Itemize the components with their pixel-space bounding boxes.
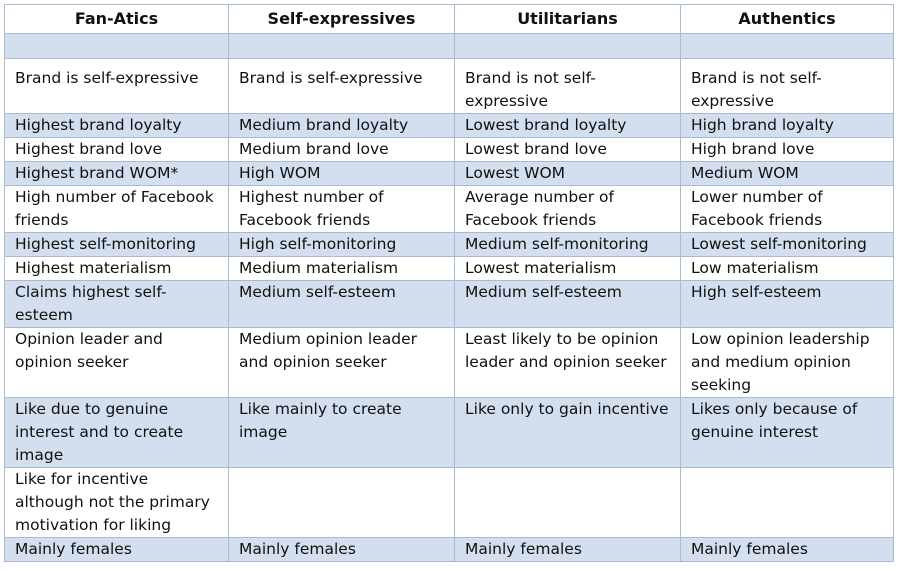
table-cell [680,467,894,538]
table-cell: Opinion leader and opinion seeker [4,327,229,398]
table-cell: Highest brand WOM* [4,161,229,186]
table-cell: Like due to genuine interest and to crea… [4,397,229,468]
table-row: Brand is self-expressive Brand is self-e… [4,58,894,114]
table-cell: Highest number of Facebook friends [228,185,455,233]
table-cell: High number of Facebook friends [4,185,229,233]
table-row: Mainly females Mainly females Mainly fem… [4,537,894,562]
table-cell [454,467,681,538]
table-cell: Medium materialism [228,256,455,281]
table-cell: High self-monitoring [228,232,455,257]
table-row: High number of Facebook friends Highest … [4,185,894,233]
table-cell: Medium opinion leader and opinion seeker [228,327,455,398]
table-row: Highest brand love Medium brand love Low… [4,137,894,162]
table-cell: Lowest materialism [454,256,681,281]
header-cell: Authentics [680,4,894,34]
table-cell: High brand love [680,137,894,162]
table-cell: Likes only because of genuine interest [680,397,894,468]
table-cell: Lower number of Facebook friends [680,185,894,233]
table-cell [680,33,894,59]
table-cell: Mainly females [4,537,229,562]
header-cell: Utilitarians [454,4,681,34]
table-cell: Lowest WOM [454,161,681,186]
table-row: Highest brand WOM* High WOM Lowest WOM M… [4,161,894,186]
table-cell [228,33,455,59]
table-row [4,33,894,59]
table-cell: Lowest brand love [454,137,681,162]
table-cell: Highest self-monitoring [4,232,229,257]
table-cell: Average number of Facebook friends [454,185,681,233]
table-cell: Medium self-monitoring [454,232,681,257]
table-cell: Medium brand loyalty [228,113,455,138]
header-cell: Fan-Atics [4,4,229,34]
table-cell: Medium WOM [680,161,894,186]
table-cell: High WOM [228,161,455,186]
table-cell: Least likely to be opinion leader and op… [454,327,681,398]
table-cell: Mainly females [454,537,681,562]
table-row: Like for incentive although not the prim… [4,467,894,538]
table-cell [228,467,455,538]
table-row: Opinion leader and opinion seeker Medium… [4,327,894,398]
table-cell: Medium brand love [228,137,455,162]
table-cell: Low materialism [680,256,894,281]
table-cell: Like only to gain incentive [454,397,681,468]
table-cell: High brand loyalty [680,113,894,138]
table-cell: Highest brand love [4,137,229,162]
table-cell: Brand is self-expressive [228,58,455,114]
table-cell: Medium self-esteem [454,280,681,328]
table-row: Highest materialism Medium materialism L… [4,256,894,281]
table-cell: Lowest brand loyalty [454,113,681,138]
comparison-table: Fan-Atics Self-expressives Utilitarians … [4,4,894,562]
table-cell: Brand is not self-expressive [680,58,894,114]
table-cell: Mainly females [228,537,455,562]
table-row: Like due to genuine interest and to crea… [4,397,894,468]
table-cell: Medium self-esteem [228,280,455,328]
header-row: Fan-Atics Self-expressives Utilitarians … [4,4,894,34]
table-cell: Like for incentive although not the prim… [4,467,229,538]
table-cell: Brand is not self-expressive [454,58,681,114]
table-cell: Highest brand loyalty [4,113,229,138]
table-cell [454,33,681,59]
table-row: Claims highest self-esteem Medium self-e… [4,280,894,328]
table-row: Highest self-monitoring High self-monito… [4,232,894,257]
table-cell: Brand is self-expressive [4,58,229,114]
table-cell: Claims highest self-esteem [4,280,229,328]
table-row: Highest brand loyalty Medium brand loyal… [4,113,894,138]
table-cell: Mainly females [680,537,894,562]
table-cell: Lowest self-monitoring [680,232,894,257]
table-cell: High self-esteem [680,280,894,328]
header-cell: Self-expressives [228,4,455,34]
table-cell: Highest materialism [4,256,229,281]
table-cell: Low opinion leadership and medium opinio… [680,327,894,398]
table-cell: Like mainly to create image [228,397,455,468]
table-cell [4,33,229,59]
